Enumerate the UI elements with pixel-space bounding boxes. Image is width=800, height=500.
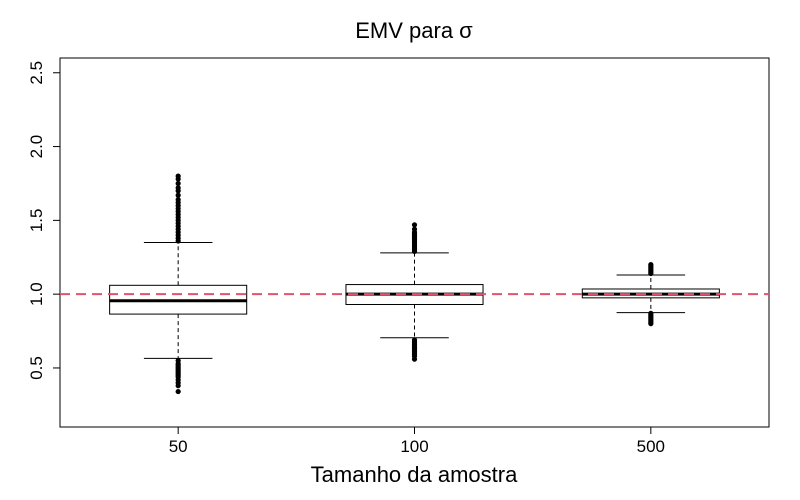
chart-title: EMV para σ bbox=[355, 18, 473, 43]
y-tick-label: 1.0 bbox=[27, 282, 46, 306]
outlier-point bbox=[175, 192, 181, 198]
outlier-point bbox=[175, 185, 181, 191]
y-tick-label: 1.5 bbox=[27, 209, 46, 233]
outlier-point bbox=[175, 388, 181, 395]
outlier-point bbox=[175, 173, 181, 179]
outlier-point bbox=[648, 321, 654, 327]
y-tick-label: 2.5 bbox=[27, 61, 46, 85]
y-tick-label: 2.0 bbox=[27, 135, 46, 159]
x-tick-label: 100 bbox=[400, 437, 428, 456]
outlier-point bbox=[411, 356, 418, 362]
outlier-point bbox=[175, 180, 181, 187]
outlier-point bbox=[175, 383, 181, 389]
outlier-point bbox=[411, 222, 418, 228]
x-tick-label: 50 bbox=[169, 437, 188, 456]
x-axis-label: Tamanho da amostra bbox=[311, 462, 518, 487]
plot-area: 0.5 1.0 1.5 2.0 2.5 50 100 500 bbox=[27, 57, 770, 456]
outlier-point bbox=[175, 197, 181, 203]
y-tick-label: 0.5 bbox=[27, 356, 46, 380]
outlier-point bbox=[648, 262, 654, 268]
x-tick-label: 500 bbox=[637, 437, 665, 456]
outlier-point bbox=[411, 226, 418, 232]
